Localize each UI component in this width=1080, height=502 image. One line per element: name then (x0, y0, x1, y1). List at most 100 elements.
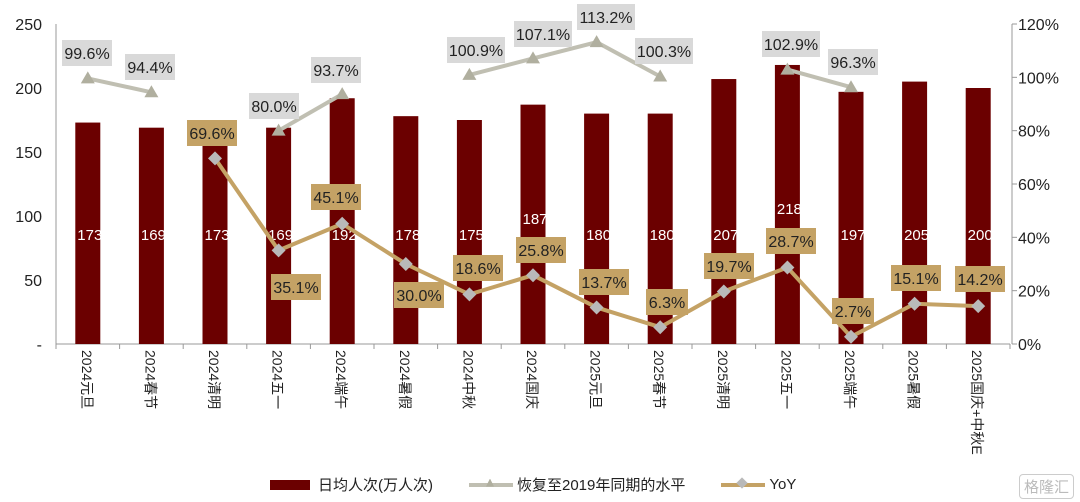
legend-bar-swatch (270, 479, 310, 490)
left-tick-label: 250 (15, 17, 42, 34)
x-tick-label: 2024清明 (206, 350, 222, 409)
yoy-label-box (955, 266, 1005, 292)
bar (774, 64, 800, 345)
bar-label: 169 (268, 227, 293, 244)
recovery-label: 100.3% (637, 44, 691, 61)
yoy-marker (526, 268, 540, 283)
recovery-label-box (125, 54, 175, 80)
yoy-label-box (187, 120, 237, 146)
x-tick-label: 2024春节 (142, 350, 158, 409)
recovery-label-box (577, 4, 635, 30)
recovery-marker (462, 67, 477, 80)
recovery-marker (335, 87, 350, 100)
recovery-marker (653, 69, 668, 82)
recovery-label: 94.4% (127, 60, 172, 77)
right-tick-label: 40% (1018, 230, 1050, 247)
bar-label: 207 (713, 227, 738, 244)
right-tick-label: 60% (1018, 177, 1050, 194)
yoy-label-box (516, 237, 566, 263)
x-tick-label: 2025春节 (651, 350, 667, 409)
yoy-marker (398, 257, 413, 271)
yoy-label: 19.7% (706, 259, 751, 276)
left-tick-label: 100 (15, 209, 42, 226)
yoy-label: 45.1% (313, 190, 358, 207)
recovery-label: 100.9% (449, 43, 503, 60)
right-tick-label: 100% (1018, 70, 1059, 87)
x-tick-label: 2025五一 (778, 350, 794, 409)
recovery-line (87, 76, 152, 95)
yoy-marker (780, 260, 795, 275)
recovery-label: 80.0% (251, 99, 296, 116)
yoy-label: 35.1% (273, 280, 318, 297)
recovery-label-box (311, 57, 361, 83)
yoy-marker (971, 299, 986, 314)
yoy-marker (716, 284, 731, 299)
recovery-label: 93.7% (313, 63, 358, 80)
legend-yoy-label: YoY (769, 476, 797, 493)
yoy-marker (907, 296, 922, 311)
bar-label: 173 (77, 227, 102, 244)
bar-label: 200 (968, 227, 993, 244)
legend-bar-label: 日均人次(万人次) (318, 477, 433, 494)
right-tick-label: 20% (1018, 284, 1050, 301)
yoy-label-box (311, 184, 361, 210)
right-tick-label: 120% (1018, 17, 1059, 34)
bar-label: 180 (650, 227, 675, 244)
bar-label: 187 (522, 211, 547, 228)
yoy-label-box (453, 255, 503, 281)
legend-recovery: 恢复至2019年同期的水平 (469, 474, 685, 495)
recovery-label: 99.6% (64, 46, 109, 63)
recovery-label: 96.3% (830, 55, 875, 72)
yoy-label-box (832, 298, 874, 324)
recovery-line (277, 92, 344, 133)
yoy-label: 30.0% (396, 288, 441, 305)
yoy-label: 2.7% (835, 304, 871, 321)
bar-label: 169 (141, 227, 166, 244)
recovery-marker (780, 62, 795, 75)
recovery-label: 107.1% (516, 27, 570, 44)
recovery-line (468, 40, 662, 79)
bar (456, 120, 482, 344)
recovery-label-box (828, 49, 878, 75)
right-tick-label: 0% (1018, 337, 1041, 354)
recovery-marker (589, 35, 604, 48)
bar (520, 104, 546, 344)
x-tick-label: 2024国庆 (524, 350, 540, 409)
bar (711, 79, 737, 344)
legend: 日均人次(万人次) 恢复至2019年同期的水平 YoY (270, 474, 832, 495)
x-tick-label: 2025暑假 (906, 350, 922, 409)
yoy-label-box (766, 228, 816, 254)
yoy-marker (653, 320, 668, 335)
yoy-label: 18.6% (455, 261, 500, 278)
yoy-label-box (579, 269, 629, 295)
watermark: 格隆汇 (1018, 474, 1074, 499)
recovery-marker (271, 123, 286, 136)
yoy-label: 6.3% (649, 295, 685, 312)
yoy-label-box (646, 289, 688, 315)
recovery-marker (80, 71, 95, 84)
yoy-marker (589, 300, 604, 315)
bar (138, 127, 164, 345)
recovery-label-box (635, 38, 693, 64)
bar-label: 197 (840, 227, 865, 244)
legend-yoy: YoY (721, 476, 796, 493)
x-tick-label: 2025国庆+中秋E (969, 350, 985, 455)
legend-recovery-label: 恢复至2019年同期的水平 (517, 477, 686, 494)
recovery-label: 102.9% (764, 37, 818, 54)
yoy-label-box (704, 253, 754, 279)
x-tick-label: 2024元旦 (79, 350, 95, 409)
x-tick-label: 2025清明 (715, 350, 731, 409)
bar-label: 180 (586, 227, 611, 244)
left-tick-label: 50 (24, 273, 42, 290)
yoy-marker (335, 216, 350, 231)
recovery-label-box (447, 37, 505, 63)
x-tick-label: 2025元旦 (588, 350, 604, 409)
bar-label: 218 (777, 201, 802, 218)
left-tick-label: - (37, 337, 42, 354)
legend-recovery-swatch (469, 478, 513, 487)
yoy-marker (844, 329, 858, 344)
x-tick-label: 2024暑假 (397, 350, 413, 409)
x-tick-label: 2024中秋 (460, 350, 476, 409)
bar-label: 205 (904, 227, 929, 244)
